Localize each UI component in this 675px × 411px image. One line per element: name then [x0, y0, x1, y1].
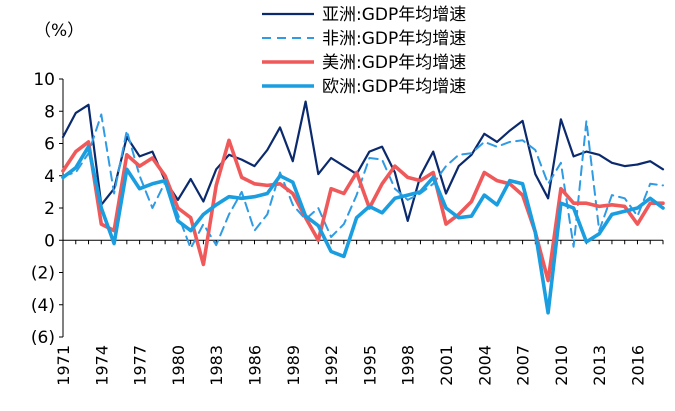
x-tick-label: 2007: [514, 345, 533, 386]
x-tick-label: 2013: [590, 345, 609, 386]
y-tick-label: (4): [31, 296, 55, 316]
y-tick-label: 6: [44, 135, 55, 155]
x-tick-label: 1998: [399, 345, 418, 386]
x-tick-label: 1986: [245, 345, 264, 386]
x-tick-label: 1992: [322, 345, 341, 386]
series-line-2: [62, 113, 664, 250]
y-tick-label: 10: [33, 70, 55, 90]
y-unit-label: （%）: [34, 21, 84, 41]
series-layer: [61, 100, 665, 315]
x-tick-label: 1980: [169, 345, 188, 386]
x-tick-label: 1971: [54, 345, 73, 386]
y-tick-label: (6): [31, 328, 55, 348]
legend-label-4: 欧洲:GDP年均增速: [322, 77, 466, 97]
x-tick-label: 2016: [628, 345, 647, 386]
series-line-3: [61, 138, 665, 283]
y-tick-label: 8: [44, 102, 55, 122]
x-tick-label: 1977: [131, 345, 150, 386]
y-tick-label: 0: [44, 231, 55, 251]
x-tick-label: 2001: [437, 345, 456, 386]
x-tick-label: 1989: [284, 345, 303, 386]
axes: 10 8 6 4 2 0 (2) (4) (6)1971 1974 1977 1980 1983 1986…: [31, 70, 664, 386]
x-tick-label: 1974: [92, 345, 111, 386]
legend-label-3: 美洲:GDP年均增速: [322, 53, 466, 73]
x-tick-label: 1995: [360, 345, 379, 386]
y-tick-label: 2: [44, 199, 55, 219]
y-tick-label: 4: [44, 167, 55, 187]
x-tick-label: 2004: [475, 345, 494, 386]
series-line-4: [61, 144, 665, 315]
x-tick-label: 1983: [207, 345, 226, 386]
y-tick-label: (2): [31, 264, 55, 284]
legend-label-1: 亚洲:GDP年均增速: [322, 5, 466, 25]
legend-label-2: 非洲:GDP年均增速: [322, 29, 466, 49]
x-tick-label: 2010: [552, 345, 571, 386]
